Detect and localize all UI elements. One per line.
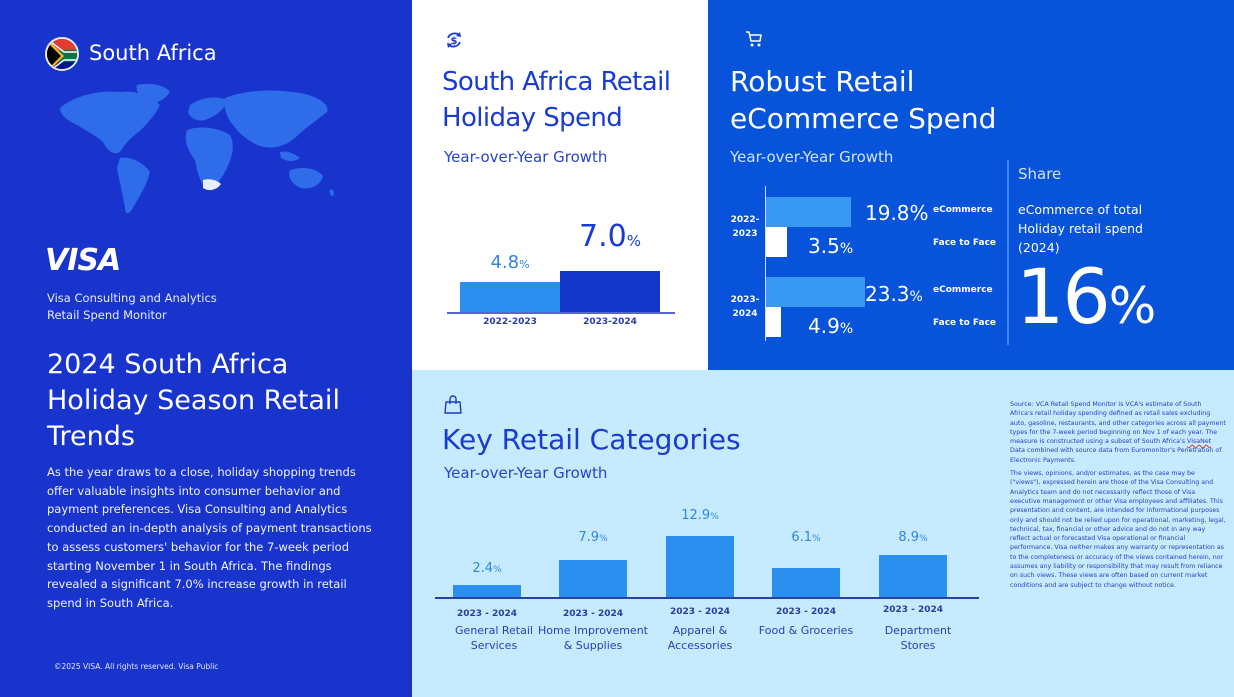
bar-face-to-face-2023-2024: [766, 307, 781, 337]
year-label-2022-2023: 2022- 2023: [730, 215, 760, 239]
holiday-spend-subtitle: Year-over-Year Growth: [444, 148, 608, 166]
categories-subtitle: Year-over-Year Growth: [444, 464, 608, 482]
category-apparel: Apparel & Accessories: [667, 624, 733, 652]
page-title: 2024 South Africa Holiday Season Retail …: [47, 349, 340, 452]
bar-2022-2023: [460, 282, 560, 312]
value-ecommerce-2022-2023: 19.8%: [865, 201, 929, 225]
value-department-stores: 8.9%: [898, 530, 928, 545]
dollar-exchange-icon: $: [447, 32, 461, 48]
year-label-2023-2024: 2023- 2024: [730, 295, 760, 319]
label-ecommerce-2023-2024: eCommerce: [933, 285, 993, 295]
x-axis: [435, 597, 979, 599]
categories-title: Key Retail Categories: [442, 423, 741, 456]
world-map-icon: [60, 83, 334, 214]
bar-department-stores: [879, 555, 947, 597]
bar-food-groceries: [772, 568, 840, 597]
ecommerce-title: Robust Retail eCommerce Spend: [730, 65, 997, 135]
south-africa-flag-icon: [45, 37, 79, 71]
period-home-improvement: 2023 - 2024: [562, 609, 624, 619]
value-ecommerce-2023-2024: 23.3%: [865, 282, 923, 306]
bar-general-retail: [453, 585, 521, 597]
value-face-to-face-2023-2024: 4.9%: [808, 314, 854, 338]
country-name: South Africa: [89, 41, 217, 65]
share-description: eCommerce of total Holiday retail spend …: [1018, 202, 1143, 255]
category-general-retail: General Retail Services: [455, 624, 533, 652]
period-food-groceries: 2023 - 2024: [775, 607, 837, 617]
visa-logo: VISA: [45, 243, 121, 278]
value-general-retail: 2.4%: [472, 561, 502, 576]
category-department-stores: Department Stores: [884, 624, 952, 652]
ecommerce-subtitle: Year-over-Year Growth: [730, 148, 894, 166]
copyright-notice: ©2025 VISA. All rights reserved. Visa Pu…: [54, 662, 219, 671]
x-axis: [447, 312, 675, 314]
x-label-2022-2023: 2022-2023: [483, 317, 537, 327]
bar-ecommerce-2023-2024: [766, 277, 865, 307]
categories-panel: Key Retail Categories Year-over-Year Gro…: [412, 370, 1234, 697]
label-ecommerce-2022-2023: eCommerce: [933, 205, 993, 215]
source-disclaimer: Source: VCA Retail Spend Monitor is VCA'…: [1010, 400, 1226, 594]
intro-panel: South Africa VISA Visa Consulting and An…: [0, 0, 412, 697]
category-food-groceries: Food & Groceries: [758, 624, 854, 637]
value-home-improvement: 7.9%: [578, 530, 608, 545]
holiday-spend-title: South Africa Retail Holiday Spend: [442, 67, 671, 133]
holiday-spend-panel: $ South Africa Retail Holiday Spend Year…: [412, 0, 708, 370]
period-apparel: 2023 - 2024: [669, 607, 731, 617]
label-face-to-face-2022-2023: Face to Face: [933, 238, 997, 248]
value-apparel: 12.9%: [681, 508, 719, 523]
divider: [1007, 160, 1009, 345]
x-label-2023-2024: 2023-2024: [583, 317, 637, 327]
bar-home-improvement: [559, 560, 627, 597]
svg-text:$: $: [451, 36, 458, 47]
intro-paragraph: As the year draws to a close, holiday sh…: [47, 465, 372, 610]
value-face-to-face-2022-2023: 3.5%: [808, 234, 854, 258]
share-title: Share: [1018, 165, 1062, 183]
value-2022-2023: 4.8%: [490, 252, 530, 273]
bar-face-to-face-2022-2023: [766, 227, 787, 257]
organization-info: Visa Consulting and Analytics Retail Spe…: [47, 290, 217, 324]
bar-apparel: [666, 536, 734, 597]
value-2023-2024: 7.0%: [579, 219, 641, 254]
disclaimer: The views, opinions, and/or estimates, a…: [1010, 470, 1226, 589]
label-face-to-face-2023-2024: Face to Face: [933, 318, 997, 328]
source-note: Source: VCA Retail Spend Monitor is VCA'…: [1010, 401, 1226, 464]
report-name: Retail Spend Monitor: [47, 308, 167, 322]
ecommerce-panel: Robust Retail eCommerce Spend Year-over-…: [708, 0, 1234, 370]
bar-ecommerce-2022-2023: [766, 197, 851, 227]
org-name: Visa Consulting and Analytics: [47, 291, 217, 305]
bar-2023-2024: [560, 271, 660, 312]
period-department-stores: 2023 - 2024: [882, 605, 944, 615]
value-food-groceries: 6.1%: [791, 530, 821, 545]
share-value: 16%: [1016, 252, 1157, 341]
shopping-bag-icon: [444, 395, 462, 414]
period-general-retail: 2023 - 2024: [456, 609, 518, 619]
y-axis: [765, 186, 766, 341]
category-home-improvement: Home Improvement & Supplies: [538, 624, 648, 652]
shopping-cart-icon: [746, 31, 762, 47]
